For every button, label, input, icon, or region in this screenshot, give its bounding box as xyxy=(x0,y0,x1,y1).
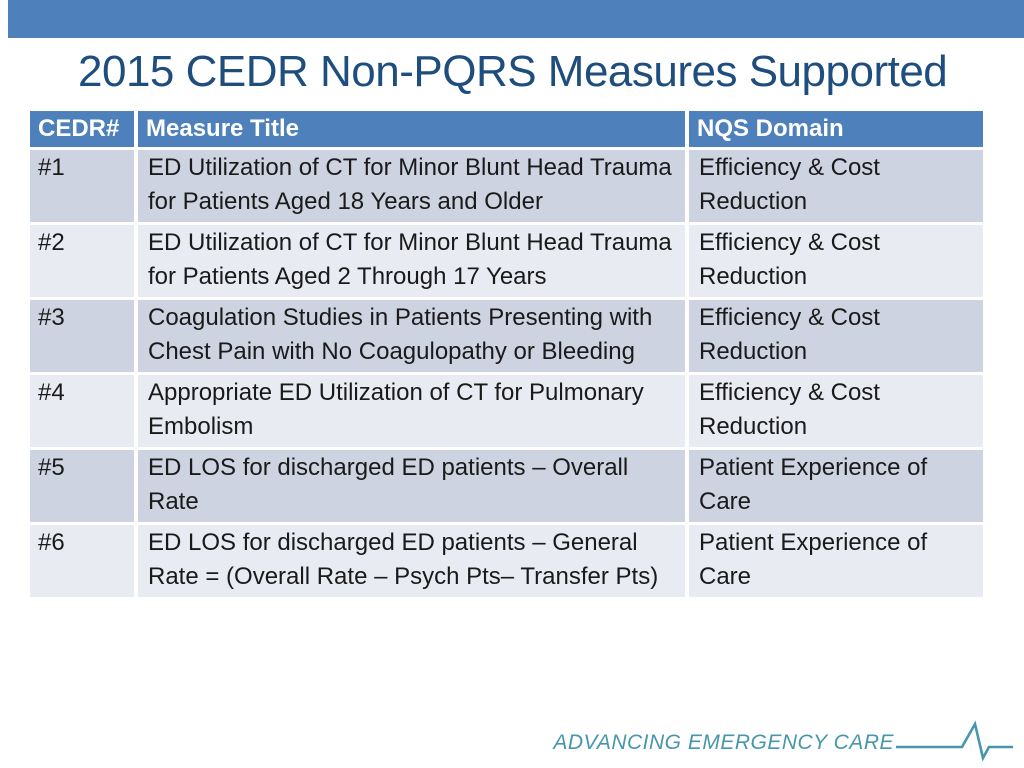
column-header-cedr: CEDR# xyxy=(30,111,134,147)
table-row: #2 ED Utilization of CT for Minor Blunt … xyxy=(30,225,985,297)
cell-nqs-domain: Efficiency & Cost Reduction xyxy=(689,375,983,447)
table-header-row: CEDR# Measure Title NQS Domain xyxy=(30,111,985,147)
top-accent-bar xyxy=(8,0,1024,38)
cell-nqs-domain: Efficiency & Cost Reduction xyxy=(689,225,983,297)
cell-measure-title: ED LOS for discharged ED patients – Over… xyxy=(138,450,685,522)
cell-measure-title: ED Utilization of CT for Minor Blunt Hea… xyxy=(138,225,685,297)
measures-table: CEDR# Measure Title NQS Domain #1 ED Uti… xyxy=(30,111,985,600)
cell-measure-title: Coagulation Studies in Patients Presenti… xyxy=(138,300,685,372)
cell-cedr-number: #2 xyxy=(30,225,134,297)
table-row: #4 Appropriate ED Utilization of CT for … xyxy=(30,375,985,447)
cell-cedr-number: #4 xyxy=(30,375,134,447)
table-body: #1 ED Utilization of CT for Minor Blunt … xyxy=(30,150,985,597)
table-row: #6 ED LOS for discharged ED patients – G… xyxy=(30,525,985,597)
column-header-nqs-domain: NQS Domain xyxy=(689,111,983,147)
cell-cedr-number: #5 xyxy=(30,450,134,522)
cell-measure-title: ED Utilization of CT for Minor Blunt Hea… xyxy=(138,150,685,222)
cell-measure-title: ED LOS for discharged ED patients – Gene… xyxy=(138,525,685,597)
cell-nqs-domain: Efficiency & Cost Reduction xyxy=(689,300,983,372)
footer-tagline: ADVANCING EMERGENCY CARE xyxy=(553,731,894,754)
cell-measure-title: Appropriate ED Utilization of CT for Pul… xyxy=(138,375,685,447)
table-row: #5 ED LOS for discharged ED patients – O… xyxy=(30,450,985,522)
column-header-measure-title: Measure Title xyxy=(138,111,685,147)
cell-nqs-domain: Patient Experience of Care xyxy=(689,525,983,597)
cell-cedr-number: #6 xyxy=(30,525,134,597)
table-row: #1 ED Utilization of CT for Minor Blunt … xyxy=(30,150,985,222)
table-row: #3 Coagulation Studies in Patients Prese… xyxy=(30,300,985,372)
cell-nqs-domain: Efficiency & Cost Reduction xyxy=(689,150,983,222)
slide-title: 2015 CEDR Non-PQRS Measures Supported xyxy=(78,47,948,96)
footer-logo: ADVANCING EMERGENCY CARE xyxy=(553,718,1014,762)
cell-cedr-number: #1 xyxy=(30,150,134,222)
cell-cedr-number: #3 xyxy=(30,300,134,372)
cell-nqs-domain: Patient Experience of Care xyxy=(689,450,983,522)
ekg-heartbeat-line-icon xyxy=(896,720,1014,762)
